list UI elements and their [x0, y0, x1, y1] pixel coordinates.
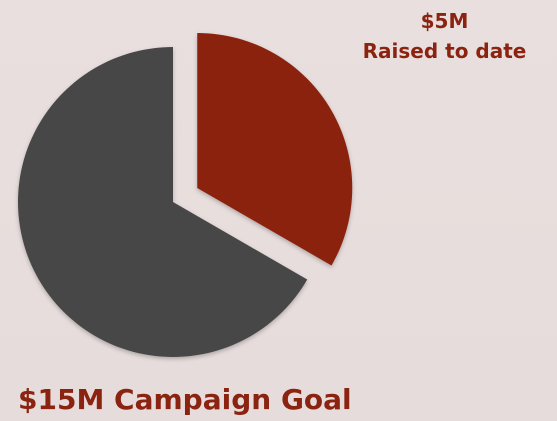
pie-slice-remaining	[18, 47, 308, 357]
raised-annotation: $5M Raised to date	[332, 6, 557, 66]
campaign-goal-label: $15M Campaign Goal	[18, 383, 352, 416]
raised-amount-label: $5M	[420, 9, 469, 33]
pie-slice-raised	[197, 33, 353, 266]
raised-caption-label: Raised to date	[362, 39, 527, 63]
